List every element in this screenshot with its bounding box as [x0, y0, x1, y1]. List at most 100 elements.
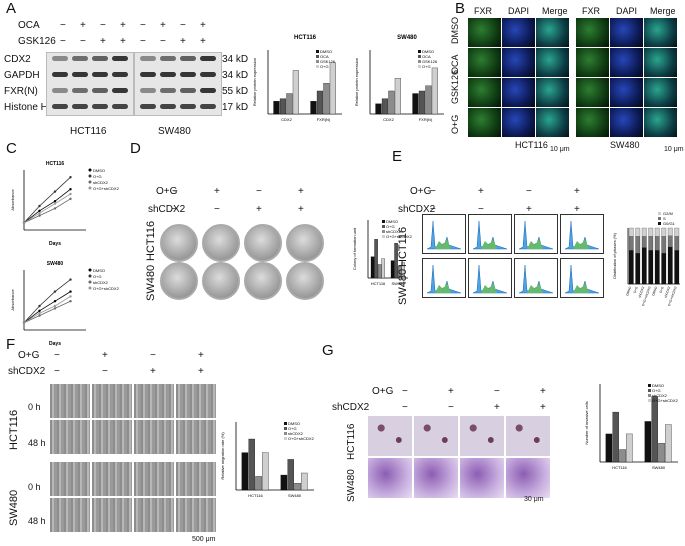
bar-1-0 [412, 93, 419, 115]
point [53, 202, 57, 205]
stack-3-1 [648, 236, 654, 251]
blot-band [180, 56, 196, 61]
y-label: Relative migration rate (%) [220, 432, 225, 480]
bar-0-2 [377, 264, 382, 279]
blot-band [72, 72, 88, 77]
tick-label: shCDX2 [663, 286, 671, 299]
sign-d2-1: − [214, 204, 220, 215]
sign-a2-5: − [160, 36, 166, 47]
sign-f2-1: − [102, 366, 108, 377]
legend-label: DMSO [320, 49, 332, 54]
b-image-1-1 [502, 48, 535, 77]
b-image-0-2 [536, 18, 569, 47]
dish-1-1 [202, 262, 240, 300]
sign-f2-2: + [150, 366, 156, 377]
point [38, 312, 41, 315]
panel-label-a: A [6, 0, 17, 17]
point [38, 304, 41, 308]
legend-marker [88, 280, 92, 284]
b-image-2-0 [468, 78, 501, 107]
f-sw480-label: SW480 [8, 489, 20, 526]
blot-band [160, 104, 176, 109]
legend-swatch [284, 427, 287, 430]
point [22, 321, 26, 324]
legend-swatch [648, 399, 651, 402]
size-fxr: 55 kD [222, 86, 249, 97]
f-time-48h-b: 48 h [28, 516, 46, 526]
legend-swatch [418, 60, 421, 63]
point [22, 221, 26, 224]
stack-2-0 [641, 247, 647, 285]
bar-1-0 [310, 101, 317, 115]
flow-plot-0-1 [468, 214, 512, 254]
sign-e1-3: + [574, 186, 580, 197]
tick-label: DMSO [651, 285, 658, 296]
sign-a2-2: + [100, 36, 106, 47]
wound-0-3 [176, 384, 216, 418]
tick-label: HCT116 [371, 281, 386, 286]
blot-band [200, 88, 216, 93]
tick-label: O+G [659, 285, 665, 293]
cell-line-sw480: SW480 [158, 126, 191, 137]
stack-3-0 [648, 250, 654, 285]
bar-1-1 [394, 243, 398, 279]
blot-band [180, 104, 196, 109]
invasion-1-1 [414, 458, 458, 498]
stack-7-0 [674, 250, 680, 285]
sign-a1-4: − [140, 20, 146, 31]
cell-line-b-hct116: HCT116 [515, 140, 548, 150]
wound-3-2 [134, 498, 174, 532]
tick-label: DMSO [625, 285, 632, 296]
legend-marker [88, 268, 92, 272]
b-header-0: FXR [474, 6, 492, 16]
panel-label-b: B [455, 0, 466, 17]
histogram-s [527, 239, 543, 249]
blot-band [52, 104, 68, 109]
blot-band [140, 104, 156, 109]
b-image-3-2 [536, 108, 569, 137]
blot-label-gapdh: GAPDH [4, 70, 40, 81]
invasion-0-3 [506, 416, 550, 456]
panel-label-c: C [6, 140, 17, 157]
point [38, 212, 41, 215]
flow-plot-0-3 [560, 214, 604, 254]
legend-label: O+G [386, 224, 395, 229]
b-header-1: DAPI [508, 6, 530, 16]
bar-1-1 [651, 396, 658, 463]
legend-label: S [663, 216, 666, 221]
tick-label: CDX2 [383, 117, 394, 122]
cell-line-hct116: HCT116 [70, 126, 107, 137]
f-hct116-label: HCT116 [8, 409, 20, 450]
point [69, 188, 72, 191]
blot-label-fxr: FXR(N) [4, 86, 38, 97]
b-row-label-2: GSK126 [450, 69, 460, 104]
sign-e2-1: − [478, 204, 484, 215]
legend-label: O+G+shCDX2 [288, 436, 315, 441]
sign-a1-2: − [100, 20, 106, 31]
sign-f1-0: − [54, 350, 60, 361]
sign-g2-0: − [402, 402, 408, 413]
legend-swatch [316, 65, 319, 68]
wound-3-3 [176, 498, 216, 532]
stack-6-2 [667, 227, 673, 236]
legend-label: DMSO [93, 268, 105, 273]
bar-0-3 [381, 258, 385, 279]
tick-label: FXR(N) [317, 117, 331, 122]
sign-g1-2: − [494, 386, 500, 397]
legend-label: DMSO [652, 383, 664, 388]
wound-2-0 [50, 462, 90, 496]
sign-f1-3: + [198, 350, 204, 361]
dish-0-0 [160, 224, 198, 262]
legend-label: shCDX2 [93, 280, 109, 285]
legend-swatch [658, 217, 661, 220]
point [69, 197, 72, 200]
sign-f2-0: − [54, 366, 60, 377]
flow-plot-1-2 [514, 258, 558, 298]
tick-label: CDX2 [281, 117, 292, 122]
g-sw480-label: SW480 [346, 469, 357, 502]
histogram [472, 220, 508, 250]
bar-0-2 [286, 93, 293, 115]
bar-0-0 [605, 433, 613, 463]
b-image-0-5 [644, 18, 677, 47]
blot-band [180, 88, 196, 93]
